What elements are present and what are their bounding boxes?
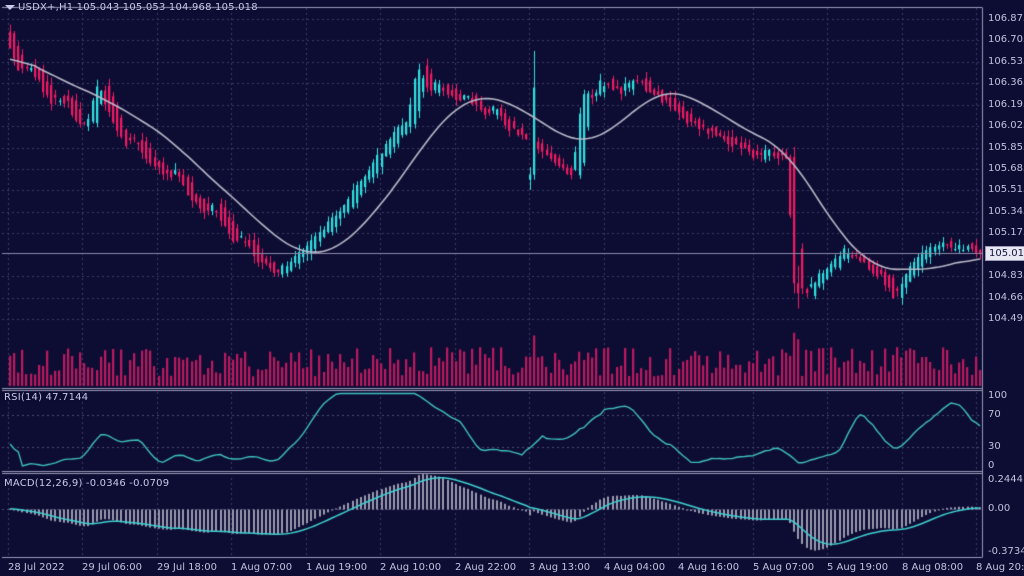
chevron-down-icon[interactable] [5,5,15,10]
price-axis-tick[interactable]: 106.195 [988,99,1024,110]
price-axis-tick[interactable]: 106.535 [988,56,1024,67]
macd-axis-tick[interactable]: 0.00 [988,503,1011,514]
price-axis-tick[interactable]: 105.685 [988,163,1024,174]
price-axis-tick[interactable]: 104.665 [988,292,1024,303]
rsi-axis-tick[interactable]: 100 [988,390,1008,401]
time-axis-tick[interactable]: 5 Aug 19:00 [827,562,889,573]
time-axis-tick[interactable]: 29 Jul 06:00 [82,562,142,573]
time-axis-tick[interactable]: 3 Aug 13:00 [529,562,591,573]
time-axis-tick[interactable]: 2 Aug 22:00 [455,562,517,573]
price-axis-tick[interactable]: 106.875 [988,13,1024,24]
time-axis-tick[interactable]: 4 Aug 04:00 [604,562,666,573]
time-axis-tick[interactable]: 5 Aug 07:00 [753,562,815,573]
rsi-indicator-label: RSI(14) 47.7144 [4,392,89,403]
price-axis-tick[interactable]: 104.835 [988,270,1024,281]
time-axis-tick[interactable]: 4 Aug 16:00 [678,562,740,573]
macd-axis-tick[interactable]: 0.2444 [988,474,1023,485]
current-price-tag[interactable]: 105.018 [985,246,1024,261]
time-axis-tick[interactable]: 2 Aug 10:00 [380,562,442,573]
time-axis-tick[interactable]: 1 Aug 07:00 [231,562,293,573]
time-axis-tick[interactable]: 29 Jul 18:00 [157,562,217,573]
price-axis-tick[interactable]: 106.705 [988,34,1024,45]
rsi-axis-tick[interactable]: 30 [988,441,1001,452]
rsi-axis-tick[interactable]: 0 [988,460,995,471]
macd-axis-tick[interactable]: -0.3734 [988,546,1024,557]
time-axis-tick[interactable]: 8 Aug 08:00 [902,562,964,573]
price-axis-tick[interactable]: 104.495 [988,313,1024,324]
price-axis-tick[interactable]: 106.025 [988,120,1024,131]
time-axis-tick[interactable]: 1 Aug 19:00 [306,562,368,573]
time-axis-tick[interactable]: 8 Aug 20:00 [976,562,1024,573]
time-axis-tick[interactable]: 28 Jul 2022 [8,562,65,573]
rsi-axis-tick[interactable]: 70 [988,409,1001,420]
macd-indicator-label: MACD(12,26,9) -0.0346 -0.0709 [4,478,170,489]
price-axis-tick[interactable]: 105.515 [988,184,1024,195]
price-axis-tick[interactable]: 105.855 [988,142,1024,153]
price-axis-tick[interactable]: 105.175 [988,227,1024,238]
price-axis-tick[interactable]: 105.345 [988,206,1024,217]
symbol-header: USDX+,H1 105.043 105.053 104.968 105.018 [18,2,258,13]
price-axis-tick[interactable]: 106.365 [988,77,1024,88]
